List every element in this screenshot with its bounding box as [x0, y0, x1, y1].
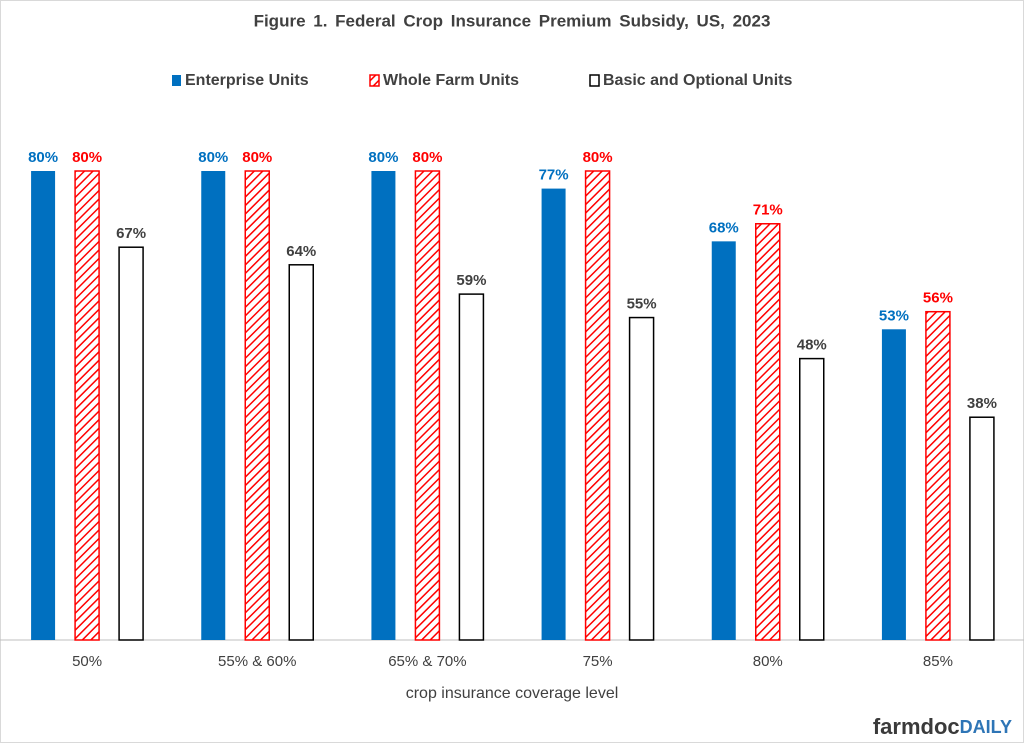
value-label: 80%	[242, 149, 272, 166]
value-label: 80%	[583, 149, 613, 166]
value-label: 48%	[797, 337, 827, 354]
bar	[541, 188, 566, 640]
value-label: 53%	[879, 307, 909, 324]
bar	[74, 170, 100, 641]
value-label: 80%	[368, 149, 398, 166]
x-tick-label: 65% & 70%	[388, 653, 466, 670]
x-tick-label: 75%	[583, 653, 613, 670]
x-tick-label: 50%	[72, 653, 102, 670]
legend-label: Enterprise Units	[185, 72, 309, 89]
bar	[244, 170, 270, 641]
bar	[628, 316, 655, 641]
bar	[201, 171, 226, 640]
bar	[288, 264, 314, 641]
legend-label: Basic and Optional Units	[603, 72, 792, 89]
logo-accent: DAILY	[960, 717, 1012, 737]
bar	[925, 310, 951, 641]
value-label: 68%	[709, 219, 739, 236]
logo: farmdocDAILY	[873, 714, 1012, 739]
value-label: 77%	[539, 167, 569, 184]
bar	[31, 171, 56, 640]
value-label: 80%	[198, 149, 228, 166]
bar	[969, 416, 995, 641]
value-label: 80%	[72, 149, 102, 166]
bar	[799, 357, 825, 641]
chart-title: Figure 1. Federal Crop Insurance Premium…	[254, 11, 771, 30]
legend-swatch	[172, 75, 181, 86]
value-label: 67%	[116, 225, 146, 242]
x-tick-label: 85%	[923, 653, 953, 670]
legend-swatch	[589, 74, 600, 87]
legend-label: Whole Farm Units	[383, 72, 519, 89]
value-label: 71%	[753, 202, 783, 219]
value-label: 38%	[967, 395, 997, 412]
bar	[414, 170, 441, 641]
bar	[458, 293, 485, 641]
bar	[371, 171, 396, 640]
value-label: 56%	[923, 290, 953, 307]
bar	[118, 246, 144, 641]
logo-text: farmdoc	[873, 714, 960, 739]
bar	[755, 223, 781, 641]
legend-swatch	[369, 74, 380, 87]
x-tick-label: 80%	[753, 653, 783, 670]
x-axis-title: crop insurance coverage level	[406, 685, 619, 702]
value-label: 80%	[412, 149, 442, 166]
bar	[711, 241, 736, 640]
value-label: 55%	[627, 296, 657, 313]
x-tick-label: 55% & 60%	[218, 653, 296, 670]
value-label: 64%	[286, 243, 316, 260]
value-label: 80%	[28, 149, 58, 166]
bar	[584, 170, 611, 641]
bar	[881, 329, 906, 640]
value-label: 59%	[456, 272, 486, 289]
